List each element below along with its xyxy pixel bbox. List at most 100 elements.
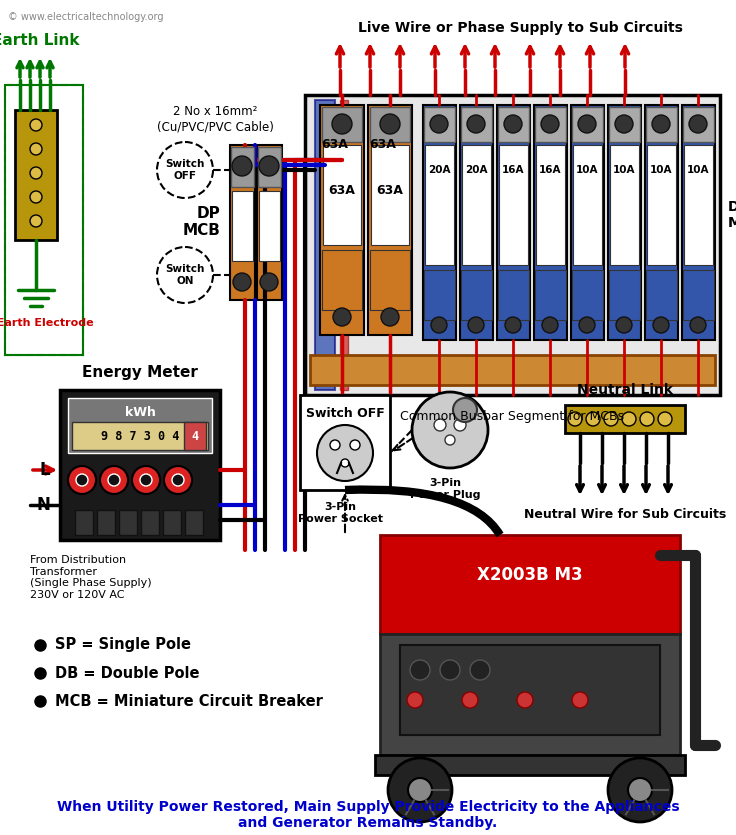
Bar (683, 107, 714, 142)
Bar (646, 270, 677, 320)
Bar (683, 270, 714, 320)
Bar (609, 107, 640, 142)
Circle shape (658, 412, 672, 426)
Text: Earth Link: Earth Link (0, 33, 79, 48)
Bar (163, 510, 181, 535)
Bar (232, 191, 253, 261)
Circle shape (330, 440, 340, 450)
Circle shape (628, 778, 652, 802)
Circle shape (430, 115, 448, 133)
Bar (498, 107, 529, 142)
Circle shape (157, 142, 213, 198)
Bar (572, 270, 603, 320)
Bar (682, 105, 715, 340)
Bar (424, 270, 455, 320)
Circle shape (453, 398, 477, 422)
Circle shape (579, 317, 595, 333)
Circle shape (157, 247, 213, 303)
Bar (535, 107, 566, 142)
Text: Live Wire or Phase Supply to Sub Circuits: Live Wire or Phase Supply to Sub Circuit… (358, 21, 682, 35)
Text: Common Busbar Segment for MCBs: Common Busbar Segment for MCBs (400, 410, 624, 423)
Circle shape (350, 440, 360, 450)
Circle shape (608, 758, 672, 822)
Bar (573, 145, 602, 265)
Bar (646, 107, 677, 142)
Text: Switch
OFF: Switch OFF (166, 159, 205, 181)
Text: To Earth Electrode: To Earth Electrode (0, 318, 93, 328)
Bar (400, 645, 660, 735)
Text: 9 8 7 3 0 4: 9 8 7 3 0 4 (101, 431, 179, 443)
Bar (608, 105, 641, 340)
Circle shape (586, 412, 600, 426)
Text: 4: 4 (191, 431, 199, 443)
Bar (425, 145, 454, 265)
Circle shape (164, 466, 192, 494)
Circle shape (615, 115, 633, 133)
Text: Switch OFF: Switch OFF (305, 407, 384, 420)
Circle shape (30, 167, 42, 179)
Circle shape (341, 459, 349, 467)
Text: 10A: 10A (650, 165, 672, 175)
Text: SP = Single Pole: SP = Single Pole (55, 637, 191, 652)
Bar (368, 105, 412, 335)
Text: 10A: 10A (576, 165, 598, 175)
Bar (647, 145, 676, 265)
Bar (572, 107, 603, 142)
Bar (322, 250, 362, 310)
Bar (645, 105, 678, 340)
Text: Neutral Link: Neutral Link (577, 383, 673, 397)
Bar (609, 270, 640, 320)
Bar (536, 145, 565, 265)
Circle shape (541, 115, 559, 133)
Bar (119, 510, 137, 535)
Bar (141, 510, 159, 535)
Circle shape (407, 692, 423, 708)
Bar (423, 105, 456, 340)
Bar (460, 105, 493, 340)
Circle shape (690, 317, 706, 333)
Circle shape (616, 317, 632, 333)
Text: Neutral Wire for Sub Circuits: Neutral Wire for Sub Circuits (524, 508, 726, 521)
Text: 3-Pin
Power Plug: 3-Pin Power Plug (410, 478, 481, 499)
Bar (380, 535, 680, 634)
Bar (684, 145, 713, 265)
Circle shape (232, 156, 252, 176)
Bar (380, 634, 680, 755)
Text: 10A: 10A (613, 165, 635, 175)
Circle shape (410, 660, 430, 680)
Bar (371, 145, 409, 245)
Bar (185, 510, 203, 535)
Circle shape (572, 692, 588, 708)
Circle shape (30, 215, 42, 227)
Circle shape (568, 412, 582, 426)
Bar (184, 422, 206, 450)
Bar (68, 398, 212, 453)
Circle shape (462, 692, 478, 708)
Circle shape (30, 143, 42, 155)
Circle shape (504, 115, 522, 133)
Text: 20A: 20A (428, 165, 450, 175)
Bar (571, 105, 604, 340)
Bar (5, 85, 83, 355)
Bar (370, 250, 410, 310)
Text: From Distribution
Transformer
(Single Phase Supply)
230V or 120V AC: From Distribution Transformer (Single Ph… (30, 555, 152, 600)
Bar (461, 270, 492, 320)
Text: 63A: 63A (377, 184, 403, 196)
Circle shape (30, 191, 42, 203)
Circle shape (542, 317, 558, 333)
Circle shape (434, 419, 446, 431)
Circle shape (468, 317, 484, 333)
Circle shape (333, 308, 351, 326)
Text: DP
MCBs: DP MCBs (728, 200, 736, 230)
Text: DP
MCB: DP MCB (182, 205, 220, 238)
Circle shape (505, 317, 521, 333)
Bar (370, 107, 410, 142)
Circle shape (233, 273, 251, 291)
Circle shape (652, 115, 670, 133)
Text: 16A: 16A (539, 165, 562, 175)
Bar (259, 191, 280, 261)
Text: L: L (39, 461, 50, 479)
Text: 63A: 63A (369, 139, 397, 151)
Bar (310, 355, 715, 385)
Circle shape (431, 317, 447, 333)
